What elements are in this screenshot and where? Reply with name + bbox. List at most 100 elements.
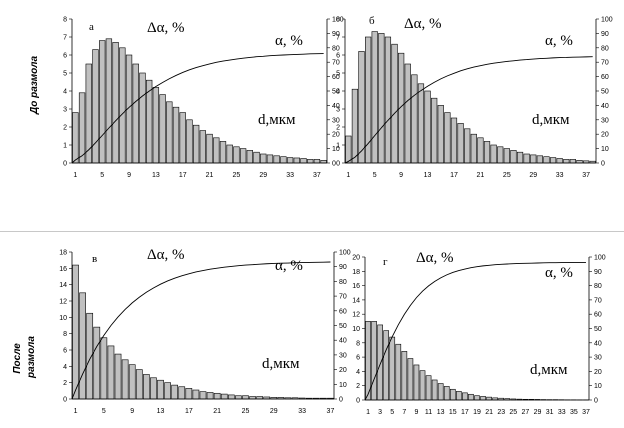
x-tick-label: 9 (127, 172, 131, 179)
histogram-bar (457, 123, 464, 164)
x-tick-label: 21 (206, 172, 214, 179)
histogram-bar (401, 351, 408, 401)
x-axis-label: d,мкм (258, 112, 296, 128)
histogram-bar (378, 33, 385, 164)
right-tick-label: 20 (332, 132, 340, 139)
left-tick-label: 7 (336, 35, 340, 42)
cumulative-line (344, 56, 593, 164)
histogram-bar (510, 150, 517, 164)
left-tick-label: 12 (59, 299, 67, 306)
x-tick-label: 17 (450, 172, 458, 179)
right-tick-label: 10 (594, 383, 602, 390)
x-tick-label: 25 (503, 172, 511, 179)
left-tick-label: 4 (336, 89, 340, 96)
panel-letter: б (369, 15, 375, 27)
x-axis-label: d,мкм (530, 362, 568, 378)
histogram-bar (172, 106, 180, 164)
right-tick-label: 90 (594, 269, 602, 276)
histogram-bar (345, 135, 352, 164)
right-tick-label: 40 (594, 340, 602, 347)
right-tick-label: 90 (332, 31, 340, 38)
row-label-top: До размола (29, 56, 40, 115)
x-tick-label: 13 (157, 408, 165, 415)
histogram-bar (192, 389, 200, 400)
x-tick-label: 11 (425, 409, 432, 416)
histogram-bar (72, 264, 79, 400)
histogram-bar (470, 133, 477, 164)
x-tick-label: 37 (327, 408, 335, 415)
right-tick-label: 90 (339, 264, 347, 271)
histogram-bar (449, 388, 456, 401)
right-tick-label: 10 (601, 146, 609, 153)
x-tick-label: 1 (73, 172, 77, 179)
panel-letter: г (383, 256, 388, 268)
right-tick-label: 80 (601, 45, 609, 52)
left-tick-label: 18 (59, 250, 67, 257)
left-tick-label: 7 (63, 35, 67, 42)
left-tick-label: 3 (336, 107, 340, 114)
histogram-bar (220, 393, 228, 400)
left-axis-label: Δα, % (404, 16, 442, 32)
right-tick-label: 90 (601, 31, 609, 38)
histogram-bar (497, 146, 504, 164)
histogram-bar (468, 393, 474, 401)
histogram-bar (93, 326, 101, 400)
histogram-bar (351, 88, 359, 164)
left-tick-label: 1 (63, 143, 67, 150)
left-tick-label: 18 (352, 269, 360, 276)
histogram-bar (371, 31, 378, 164)
right-tick-label: 50 (594, 326, 602, 333)
histogram-bar (391, 43, 398, 164)
histogram-bar (143, 374, 150, 400)
left-tick-label: 8 (63, 17, 67, 24)
histogram-bar (431, 379, 438, 401)
histogram-bar (206, 392, 214, 400)
left-tick-label: 8 (63, 331, 67, 338)
right-tick-label: 10 (339, 382, 347, 389)
x-tick-label: 31 (546, 409, 554, 416)
x-tick-label: 35 (570, 409, 578, 416)
histogram-bar (199, 391, 207, 400)
histogram-bar (419, 370, 426, 401)
histogram-bar (273, 155, 280, 164)
histogram-bar (503, 148, 510, 164)
x-axis-label: d,мкм (532, 112, 570, 128)
panel-letter: в (92, 253, 97, 265)
histogram-bar (266, 154, 274, 164)
histogram-bar (186, 119, 193, 164)
histogram-bar (72, 112, 79, 164)
left-tick-label: 2 (356, 383, 360, 390)
right-tick-label: 50 (339, 323, 347, 330)
left-tick-label: 10 (59, 315, 67, 322)
x-tick-label: 33 (556, 172, 564, 179)
x-tick-label: 25 (233, 172, 241, 179)
right-axis-label: α, % (545, 265, 573, 281)
left-tick-label: 4 (63, 364, 67, 371)
left-tick-label: 6 (63, 348, 67, 355)
histogram-bar (480, 396, 486, 401)
histogram-bar (107, 345, 115, 400)
x-tick-label: 17 (185, 408, 193, 415)
x-tick-label: 37 (582, 409, 590, 416)
histogram-bar (192, 124, 200, 164)
histogram-bar (150, 377, 157, 400)
histogram-bar (424, 90, 431, 164)
left-tick-label: 2 (336, 125, 340, 132)
histogram-bar (199, 130, 207, 164)
left-tick-label: 2 (63, 125, 67, 132)
x-tick-label: 1 (366, 409, 370, 416)
histogram-bar (78, 92, 86, 164)
right-axis-label: α, % (275, 33, 303, 49)
x-tick-label: 29 (259, 172, 267, 179)
x-tick-label: 5 (100, 172, 104, 179)
right-tick-label: 100 (601, 17, 613, 24)
right-tick-label: 40 (339, 338, 347, 345)
histogram-bar (100, 337, 108, 400)
x-tick-label: 7 (402, 409, 406, 416)
histogram-bar (437, 105, 444, 164)
cumulative-line (364, 261, 586, 401)
histogram-bar (456, 391, 462, 401)
histogram-bar (443, 386, 450, 401)
right-tick-label: 100 (332, 17, 344, 24)
